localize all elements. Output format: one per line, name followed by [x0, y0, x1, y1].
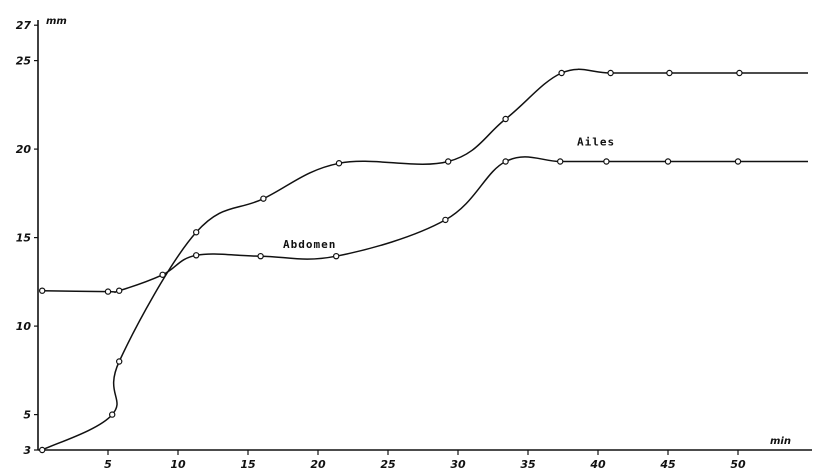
data-point-ailes	[445, 158, 452, 165]
data-point-abdomen	[104, 288, 112, 295]
series-line-abdomen	[42, 156, 808, 294]
data-point-ailes	[666, 69, 673, 77]
x-tick-label: 10	[170, 458, 186, 469]
data-point-abdomen	[664, 158, 672, 165]
y-tick-label: 5	[23, 409, 31, 422]
x-tick-label: 5	[104, 458, 112, 469]
data-point-ailes	[558, 69, 565, 77]
y-tick-label: 10	[16, 320, 32, 333]
series-line-ailes	[41, 68, 808, 451]
data-point-ailes	[502, 115, 509, 123]
y-tick-label: 25	[16, 55, 32, 68]
data-point-abdomen	[734, 158, 742, 165]
y-axis-unit: mm	[46, 16, 67, 27]
x-tick-label: 20	[310, 458, 326, 469]
x-tick-label: 15	[240, 458, 256, 469]
data-point-abdomen	[333, 252, 340, 260]
data-point-abdomen	[192, 252, 200, 259]
y-tick-label: 15	[16, 232, 32, 245]
data-point-ailes	[736, 69, 743, 77]
y-tick-label: 27	[16, 19, 32, 32]
data-point-abdomen	[257, 252, 264, 260]
data-point-abdomen	[442, 216, 449, 224]
chart-series	[39, 68, 808, 454]
series-annotation-abdomen: Abdomen	[283, 238, 336, 251]
x-tick-label: 25	[380, 458, 396, 469]
data-point-abdomen	[557, 158, 564, 165]
chart-labels: mm min Ailes Abdomen	[46, 16, 791, 447]
y-tick-label: 20	[16, 143, 32, 156]
chart-axes	[37, 20, 812, 451]
data-point-abdomen	[502, 158, 509, 165]
data-point-abdomen	[159, 271, 166, 278]
x-tick-label: 30	[450, 458, 466, 469]
data-point-ailes	[192, 229, 200, 236]
data-point-ailes	[607, 69, 614, 77]
data-point-ailes	[260, 195, 267, 202]
data-point-abdomen	[39, 287, 46, 294]
x-tick-label: 45	[659, 458, 676, 469]
data-point-ailes	[39, 446, 46, 454]
x-tick-label: 35	[520, 458, 536, 469]
x-tick-label: 50	[730, 458, 746, 469]
data-point-abdomen	[603, 158, 610, 165]
data-point-abdomen	[115, 287, 123, 294]
x-tick-label: 40	[589, 458, 606, 469]
data-point-ailes	[108, 411, 116, 418]
data-point-ailes	[115, 358, 123, 365]
x-axis-unit: min	[770, 436, 791, 447]
data-point-ailes	[335, 160, 343, 167]
series-annotation-ailes: Ailes	[577, 136, 615, 149]
y-tick-label: 3	[23, 444, 31, 457]
